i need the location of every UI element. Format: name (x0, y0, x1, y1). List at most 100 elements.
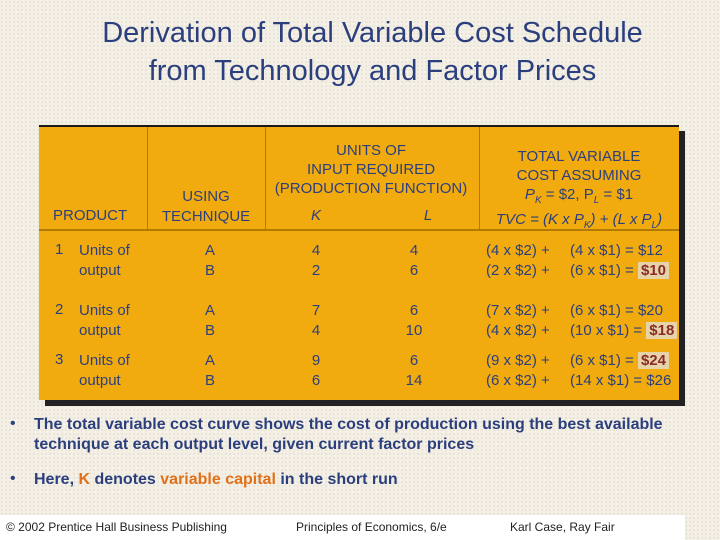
header-bottom-border (39, 229, 679, 231)
footer-book: Principles of Economics, 6/e (296, 520, 447, 534)
tvc-formula-k-sub: K (583, 220, 591, 231)
cost-table: PRODUCT USING TECHNIQUE UNITS OF INPUT R… (39, 125, 679, 400)
row-label-line-2: output (79, 322, 121, 339)
k-value-a: 7 (311, 302, 321, 319)
k-value-b: 2 (311, 262, 321, 279)
row-label-line-1: Units of (79, 352, 130, 369)
bullet-text: Here, K denotes variable capital in the … (34, 470, 694, 490)
lowest-cost-highlight: $10 (637, 262, 669, 279)
technique-b: B (204, 322, 215, 339)
calc-b-technique-b: (10 x $1) = (570, 322, 643, 339)
row-label-line-2: output (79, 262, 121, 279)
calc-a-technique-a: (4 x $2) + (486, 242, 550, 259)
header-units: UNITS OF INPUT REQUIRED (PRODUCTION FUNC… (265, 141, 477, 198)
row-l: 6 14 (399, 351, 429, 391)
footer-copyright: © 2002 Prentice Hall Business Publishing (6, 520, 227, 534)
technique-a: A (204, 302, 215, 319)
footer-authors: Karl Case, Ray Fair (510, 520, 615, 534)
row-k: 7 4 (301, 301, 331, 341)
row-l: 4 6 (399, 241, 429, 281)
row-label-line-2: output (79, 372, 121, 389)
pl-subscript: L (593, 195, 600, 206)
k-value-b: 4 (311, 322, 321, 339)
technique-a: A (204, 242, 215, 259)
calc-a-technique-b: (6 x $2) + (486, 372, 550, 389)
calc-b-technique-a: (6 x $1) = $20 (570, 302, 663, 319)
header-units-line-1: UNITS OF (336, 142, 406, 159)
header-technique: USING TECHNIQUE (151, 187, 261, 227)
row-technique: A B (195, 241, 225, 281)
header-tvc-line-4: TVC = (K x PK) + (L x PL) (479, 210, 679, 235)
l-value-a: 4 (409, 242, 419, 259)
bullet-text-suffix: in the short run (275, 471, 398, 488)
calc-b-technique-a: (4 x $1) = $12 (570, 242, 663, 259)
row-calc-left: (9 x $2) + (6 x $2) + (486, 351, 550, 391)
row-technique: A B (195, 301, 225, 341)
variable-k: K (78, 471, 91, 488)
header-product: PRODUCT (53, 207, 128, 224)
row-label: Units of output (79, 301, 130, 341)
lowest-cost-highlight: $18 (646, 322, 678, 339)
lowest-cost-highlight: $24 (637, 352, 669, 369)
header-divider (479, 127, 480, 229)
tvc-formula-c: ) (657, 211, 663, 228)
slide-title: Derivation of Total Variable Cost Schedu… (40, 14, 705, 90)
l-value-b: 6 (409, 262, 419, 279)
calc-a-technique-a: (7 x $2) + (486, 302, 550, 319)
bullet-text-prefix: Here, (34, 471, 79, 488)
header-technique-line-2: TECHNIQUE (161, 208, 251, 225)
title-line-2: from Technology and Factor Prices (148, 55, 597, 87)
row-calc-left: (4 x $2) + (2 x $2) + (486, 241, 550, 281)
header-divider (265, 127, 266, 229)
header-units-line-2: INPUT REQUIRED (306, 161, 436, 178)
row-calc-right: (6 x $1) = $24 (14 x $1) = $26 (570, 351, 671, 391)
bullet-dot-icon: • (10, 470, 16, 487)
l-value-a: 6 (409, 302, 419, 319)
calc-b-technique-b: (14 x $1) = $26 (570, 372, 672, 389)
bullet-text-mid: denotes (90, 471, 161, 488)
row-l: 6 10 (399, 301, 429, 341)
title-line-1: Derivation of Total Variable Cost Schedu… (102, 17, 643, 49)
row-number: 1 (55, 241, 64, 258)
calc-a-technique-b: (2 x $2) + (486, 262, 550, 279)
row-label-line-1: Units of (79, 242, 130, 259)
technique-a: A (204, 352, 215, 369)
row-technique: A B (195, 351, 225, 391)
bullet-text: The total variable cost curve shows the … (34, 416, 663, 453)
pk-value: = $2, P (541, 186, 594, 203)
header-l: L (423, 207, 433, 224)
header-units-line-3: (PRODUCTION FUNCTION) (274, 180, 468, 197)
row-number: 2 (55, 301, 64, 318)
row-k: 9 6 (301, 351, 331, 391)
footer: © 2002 Prentice Hall Business Publishing… (0, 515, 685, 540)
l-value-b: 14 (405, 372, 423, 389)
header-tvc: TOTAL VARIABLE COST ASSUMING PK = $2, PL… (479, 147, 679, 235)
pk-subscript: K (534, 195, 542, 206)
row-k: 4 2 (301, 241, 331, 281)
tvc-formula-b: ) + (L x P (590, 211, 652, 228)
l-value-a: 6 (409, 352, 419, 369)
k-value-a: 9 (311, 352, 321, 369)
row-number: 3 (55, 351, 64, 368)
header-tvc-line-2: COST ASSUMING (516, 167, 642, 184)
technique-b: B (204, 262, 215, 279)
row-label-line-1: Units of (79, 302, 130, 319)
calc-b-technique-a: (6 x $1) = (570, 352, 634, 369)
pk-symbol: P (524, 186, 535, 203)
header-technique-line-1: USING (182, 188, 230, 205)
calc-a-technique-b: (4 x $2) + (486, 322, 550, 339)
tvc-formula-a: TVC = (K x P (495, 211, 584, 228)
row-calc-right: (6 x $1) = $20 (10 x $1) = $18 (570, 301, 678, 341)
header-tvc-line-3: PK = $2, PL = $1 (479, 185, 679, 210)
row-calc-left: (7 x $2) + (4 x $2) + (486, 301, 550, 341)
table-top-border (39, 125, 679, 127)
k-value-a: 4 (311, 242, 321, 259)
row-calc-right: (4 x $1) = $12 (6 x $1) = $10 (570, 241, 669, 281)
calc-a-technique-a: (9 x $2) + (486, 352, 550, 369)
tvc-formula-l-sub: L (651, 220, 658, 231)
row-label: Units of output (79, 241, 130, 281)
variable-capital-term: variable capital (160, 471, 276, 488)
technique-b: B (204, 372, 215, 389)
k-value-b: 6 (311, 372, 321, 389)
calc-b-technique-b: (6 x $1) = (570, 262, 634, 279)
